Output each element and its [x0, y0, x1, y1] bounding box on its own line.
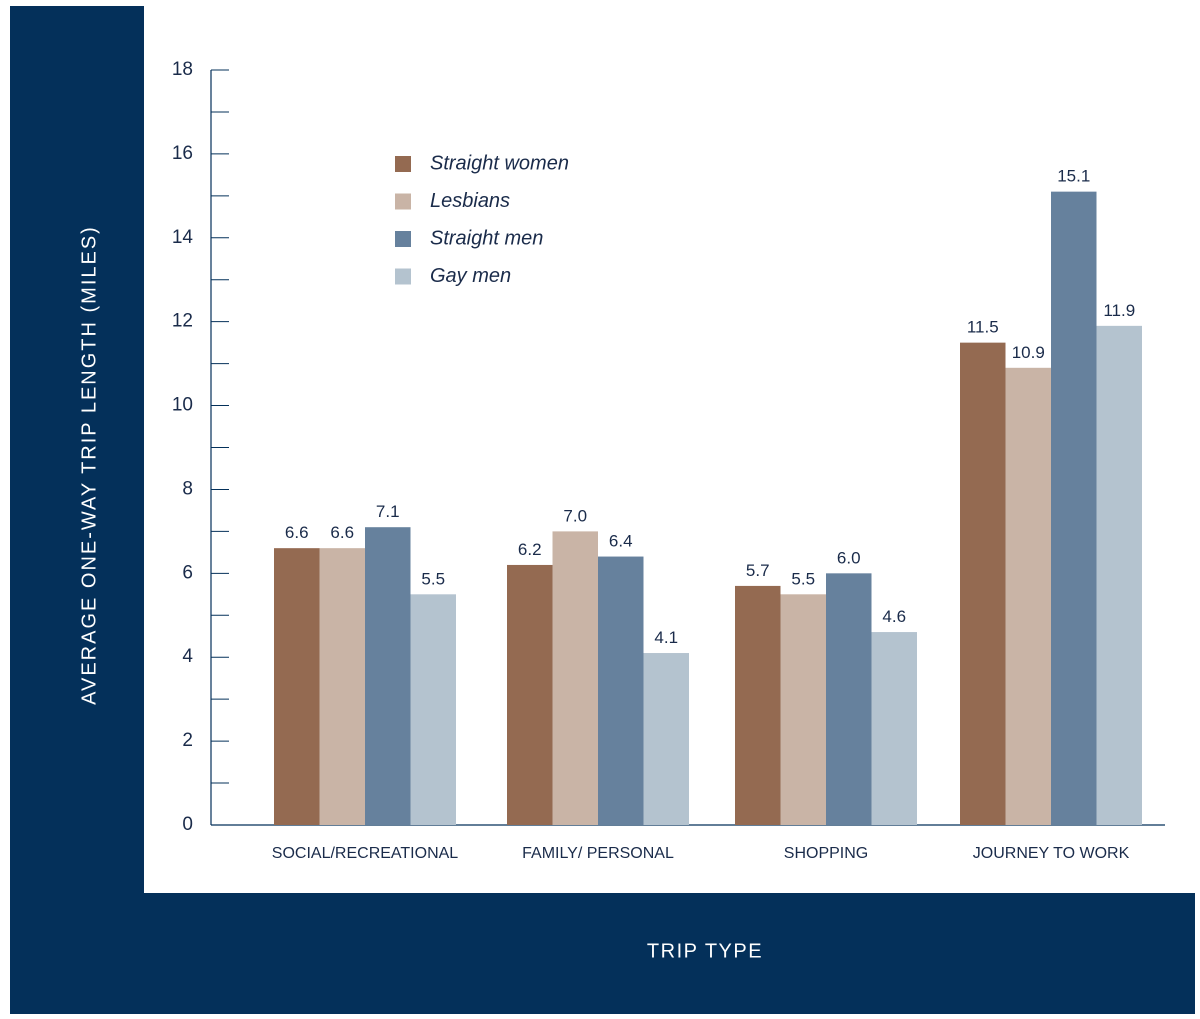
legend-swatch: [395, 231, 411, 247]
legend-label: Lesbians: [430, 190, 510, 212]
y-tick-label: 12: [172, 311, 193, 332]
bar-value-label: 4.1: [654, 628, 678, 647]
x-axis-title: TRIP TYPE: [646, 940, 764, 963]
bar-value-label: 10.9: [1012, 343, 1045, 362]
legend-label: Gay men: [430, 265, 511, 287]
bar-value-label: 15.1: [1057, 167, 1090, 186]
bar: [598, 556, 644, 825]
bar: [1051, 191, 1097, 825]
bar: [319, 548, 365, 825]
bar: [826, 573, 872, 825]
bar: [871, 632, 917, 825]
x-category-label: FAMILY/ PERSONAL: [522, 845, 674, 862]
bar-value-label: 7.0: [563, 506, 587, 525]
legend-swatch: [395, 156, 411, 172]
y-tick-label: 4: [182, 646, 193, 667]
bar: [365, 527, 411, 825]
bar: [1096, 325, 1142, 825]
bar-value-label: 11.9: [1103, 301, 1135, 320]
bar: [552, 531, 598, 825]
x-category-label: JOURNEY TO WORK: [973, 845, 1130, 862]
x-category-label: SOCIAL/RECREATIONAL: [272, 845, 459, 862]
legend-label: Straight men: [430, 227, 543, 249]
bar: [735, 585, 781, 825]
bar-value-label: 6.4: [609, 532, 633, 551]
bar-value-label: 6.6: [285, 523, 309, 542]
bar: [960, 342, 1006, 825]
y-tick-label: 0: [182, 814, 193, 835]
bar: [1005, 367, 1051, 825]
bar-value-label: 6.6: [330, 523, 354, 542]
y-tick-label: 6: [182, 562, 193, 583]
y-tick-label: 18: [172, 59, 193, 80]
bar-value-label: 7.1: [376, 502, 400, 521]
y-tick-label: 14: [172, 227, 194, 248]
bar: [780, 594, 826, 825]
y-tick-label: 10: [172, 395, 193, 416]
x-category-label: SHOPPING: [784, 845, 868, 862]
bar: [410, 594, 456, 825]
y-tick-label: 8: [182, 478, 193, 499]
y-axis-title: AVERAGE ONE-WAY TRIP LENGTH (MILES): [78, 225, 101, 705]
legend-label: Straight women: [430, 152, 569, 174]
bar: [643, 653, 689, 825]
bar-value-label: 6.0: [837, 548, 861, 567]
bar-value-label: 5.7: [746, 561, 770, 580]
y-tick-label: 16: [172, 143, 193, 164]
bar-value-label: 11.5: [967, 318, 999, 337]
bar-value-label: 5.5: [421, 569, 445, 588]
legend-swatch: [395, 193, 411, 210]
bar: [507, 564, 553, 825]
legend-swatch: [395, 268, 411, 285]
bar-value-label: 6.2: [518, 540, 542, 559]
bar: [274, 548, 320, 825]
bar-value-label: 4.6: [882, 607, 906, 626]
y-tick-label: 2: [182, 730, 193, 751]
bar-value-label: 5.5: [791, 569, 815, 588]
